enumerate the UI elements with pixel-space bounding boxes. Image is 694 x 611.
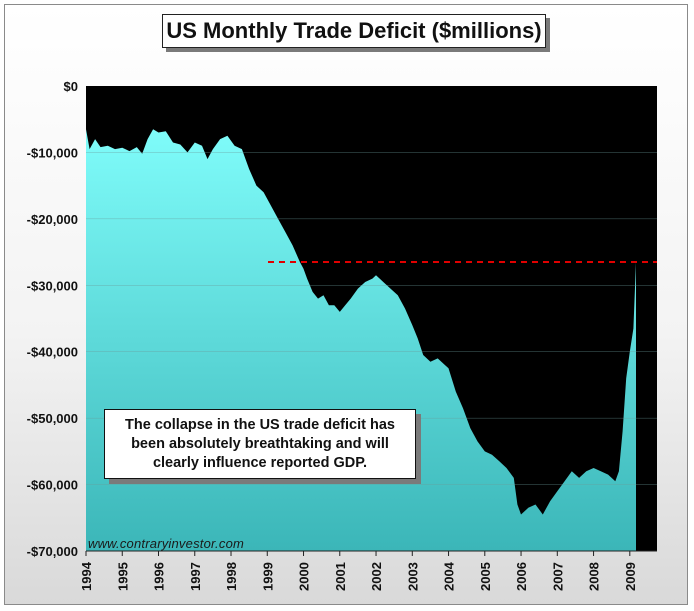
y-tick-label: -$10,000 [27, 145, 78, 160]
x-tick-label: 2006 [514, 562, 529, 591]
y-axis: $0 -$10,000 -$20,000 -$30,000 -$40,000 -$50,0… [27, 79, 78, 559]
x-tick-label: 2008 [587, 562, 602, 591]
x-tick-label: 2007 [550, 562, 565, 591]
chart-title: US Monthly Trade Deficit ($millions) [162, 14, 546, 48]
x-tick-label: 2004 [442, 561, 457, 591]
y-tick-label: -$40,000 [27, 345, 78, 360]
x-tick-label: 2009 [623, 562, 638, 591]
x-tick-label: 1995 [115, 562, 130, 591]
annotation-box: The collapse in the US trade deficit has… [104, 409, 416, 479]
x-tick-label: 1996 [152, 562, 167, 591]
y-tick-label: -$60,000 [27, 478, 78, 493]
x-axis: 1994 1995 1996 1997 1998 1999 2000 2001 2002 2003… [79, 550, 657, 591]
x-tick-label: 2005 [478, 562, 493, 591]
x-tick-label: 2002 [369, 562, 384, 591]
y-tick-label: -$70,000 [27, 544, 78, 559]
y-tick-label: $0 [64, 79, 78, 94]
x-tick-label: 2003 [405, 562, 420, 591]
x-tick-label: 1994 [79, 561, 94, 591]
x-tick-label: 1997 [188, 562, 203, 591]
y-tick-label: -$30,000 [27, 278, 78, 293]
y-tick-label: -$50,000 [27, 411, 78, 426]
y-tick-label: -$20,000 [27, 212, 78, 227]
x-tick-label: 1998 [224, 562, 239, 591]
x-tick-label: 2000 [297, 562, 312, 591]
x-tick-label: 1999 [260, 562, 275, 591]
x-tick-label: 2001 [333, 562, 348, 591]
source-watermark: www.contraryinvestor.com [88, 536, 245, 551]
